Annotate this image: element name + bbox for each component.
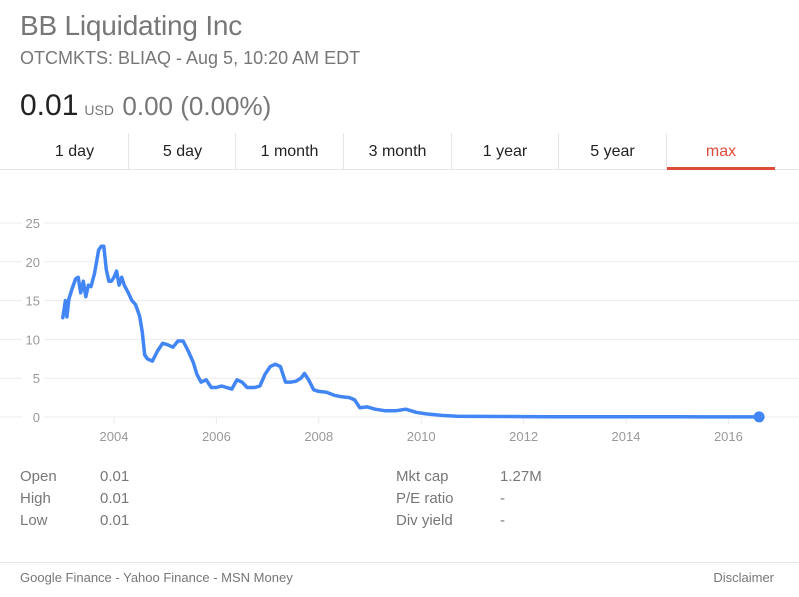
stat-label: P/E ratio xyxy=(396,490,454,507)
stat-value: 0.01 xyxy=(100,512,130,529)
tab-label: 5 day xyxy=(162,143,203,160)
stat-open: Open 0.01 xyxy=(20,466,129,488)
tab-label: 1 month xyxy=(260,143,319,160)
svg-text:2016: 2016 xyxy=(714,429,743,444)
tab-label: 1 day xyxy=(54,143,95,160)
tab-label: 5 year xyxy=(590,143,635,160)
currency-label: USD xyxy=(84,102,114,118)
data-sources: Google Finance - Yahoo Finance - MSN Mon… xyxy=(20,570,293,585)
price-change: 0.00 (0.00%) xyxy=(122,91,272,121)
tab-label: 3 month xyxy=(368,143,427,160)
price-line xyxy=(61,244,761,419)
stats-left: Open 0.01 High 0.01 Low 0.01 xyxy=(20,466,129,532)
x-axis-ticks: 2004 2006 2008 2010 2012 2014 2016 xyxy=(100,417,743,444)
svg-text:10: 10 xyxy=(26,332,40,347)
svg-text:25: 25 xyxy=(26,216,40,231)
stat-label: Low xyxy=(20,512,48,529)
stat-value: - xyxy=(500,490,505,507)
svg-text:2010: 2010 xyxy=(407,429,436,444)
y-axis-ticks: 0 5 10 15 20 25 xyxy=(22,215,44,425)
tab-5-day[interactable]: 5 day xyxy=(128,133,236,169)
tab-label: 1 year xyxy=(482,143,528,160)
stat-pe-ratio: P/E ratio - xyxy=(396,488,542,510)
time-range-tabs: 1 day 5 day 1 month 3 month 1 year 5 yea… xyxy=(0,133,799,170)
svg-text:20: 20 xyxy=(26,255,40,270)
separator: - xyxy=(111,570,124,585)
latest-price-dot[interactable] xyxy=(753,411,765,423)
svg-text:15: 15 xyxy=(26,294,40,309)
disclaimer-link[interactable]: Disclaimer xyxy=(713,570,774,585)
tab-max[interactable]: max xyxy=(666,133,775,170)
tab-label: max xyxy=(705,143,737,160)
stat-label: Open xyxy=(20,468,57,485)
stat-value: 0.01 xyxy=(100,490,130,507)
stat-value: 1.27M xyxy=(500,468,542,485)
stats-right: Mkt cap 1.27M P/E ratio - Div yield - xyxy=(396,466,542,532)
google-finance-link[interactable]: Google Finance xyxy=(20,570,112,585)
current-price: 0.01 xyxy=(20,89,79,122)
tab-3-month[interactable]: 3 month xyxy=(343,133,451,169)
footer-divider xyxy=(0,562,799,563)
stat-label: Div yield xyxy=(396,512,453,529)
company-name: BB Liquidating Inc xyxy=(20,10,243,41)
separator: - xyxy=(209,570,222,585)
svg-text:2006: 2006 xyxy=(202,429,231,444)
svg-text:0: 0 xyxy=(33,410,40,425)
stat-high: High 0.01 xyxy=(20,488,129,510)
tab-1-month[interactable]: 1 month xyxy=(235,133,343,169)
svg-text:2008: 2008 xyxy=(304,429,333,444)
stat-label: High xyxy=(20,490,51,507)
svg-text:2004: 2004 xyxy=(100,429,129,444)
tab-5-year[interactable]: 5 year xyxy=(558,133,666,169)
msn-money-link[interactable]: MSN Money xyxy=(221,570,293,585)
tab-1-day[interactable]: 1 day xyxy=(21,133,128,169)
exchange-ticker-time: OTCMKTS: BLIAQ - Aug 5, 10:20 AM EDT xyxy=(20,48,361,68)
stat-value: 0.01 xyxy=(100,468,130,485)
svg-text:2012: 2012 xyxy=(509,429,538,444)
stat-value: - xyxy=(500,512,505,529)
svg-text:2014: 2014 xyxy=(612,429,641,444)
chart-gridlines xyxy=(0,222,799,418)
stat-div-yield: Div yield - xyxy=(396,510,542,532)
stat-label: Mkt cap xyxy=(396,468,449,485)
price-chart[interactable]: 0 5 10 15 20 25 2004 2006 2008 2010 2012 2014 2016 xyxy=(0,170,799,460)
yahoo-finance-link[interactable]: Yahoo Finance xyxy=(123,570,210,585)
tab-1-year[interactable]: 1 year xyxy=(451,133,558,169)
stat-mkt-cap: Mkt cap 1.27M xyxy=(396,466,542,488)
price-row: 0.01 USD 0.00 (0.00%) xyxy=(20,88,271,129)
stat-low: Low 0.01 xyxy=(20,510,129,532)
svg-text:5: 5 xyxy=(33,371,40,386)
active-tab-indicator xyxy=(667,167,775,170)
